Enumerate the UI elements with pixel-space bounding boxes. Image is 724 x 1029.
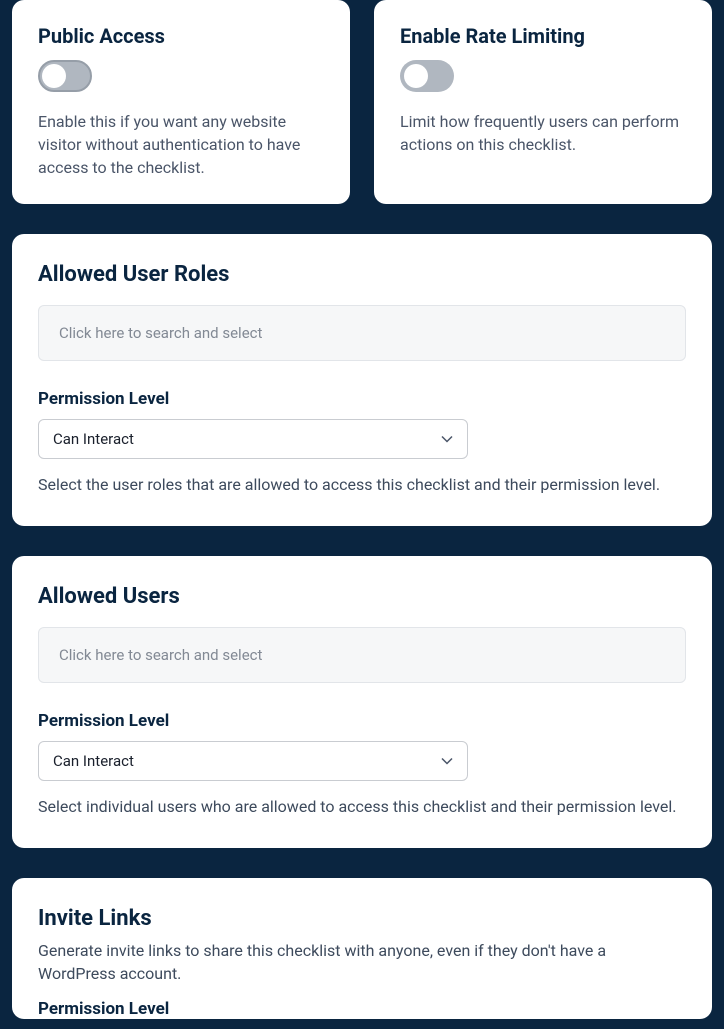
invite-links-desc: Generate invite links to share this chec… (38, 939, 686, 985)
chevron-down-icon (441, 433, 453, 445)
rate-limiting-card: Enable Rate Limiting Limit how frequentl… (374, 0, 712, 204)
allowed-users-help: Select individual users who are allowed … (38, 795, 686, 818)
rate-limiting-title: Enable Rate Limiting (400, 24, 686, 48)
invite-links-title: Invite Links (38, 906, 686, 931)
allowed-users-title: Allowed Users (38, 584, 686, 609)
allowed-roles-permission-select[interactable]: Can Interact (38, 419, 468, 459)
invite-links-card: Invite Links Generate invite links to sh… (12, 878, 712, 1019)
allowed-users-permission-value: Can Interact (53, 752, 134, 770)
allowed-users-permission-label: Permission Level (38, 711, 686, 731)
chevron-down-icon (441, 755, 453, 767)
allowed-roles-permission-label: Permission Level (38, 389, 686, 409)
toggle-knob (404, 64, 428, 88)
allowed-roles-title: Allowed User Roles (38, 262, 686, 287)
invite-links-permission-label: Permission Level (38, 999, 686, 1019)
public-access-card: Public Access Enable this if you want an… (12, 0, 350, 204)
public-access-desc: Enable this if you want any website visi… (38, 110, 324, 180)
allowed-users-permission-select[interactable]: Can Interact (38, 741, 468, 781)
toggle-knob (42, 64, 66, 88)
allowed-users-search[interactable]: Click here to search and select (38, 627, 686, 683)
allowed-roles-search[interactable]: Click here to search and select (38, 305, 686, 361)
allowed-roles-help: Select the user roles that are allowed t… (38, 473, 686, 496)
rate-limiting-toggle[interactable] (400, 60, 454, 92)
public-access-title: Public Access (38, 24, 324, 48)
public-access-toggle[interactable] (38, 60, 92, 92)
allowed-roles-card: Allowed User Roles Click here to search … (12, 234, 712, 526)
rate-limiting-desc: Limit how frequently users can perform a… (400, 110, 686, 156)
allowed-users-card: Allowed Users Click here to search and s… (12, 556, 712, 848)
allowed-roles-permission-value: Can Interact (53, 430, 134, 448)
